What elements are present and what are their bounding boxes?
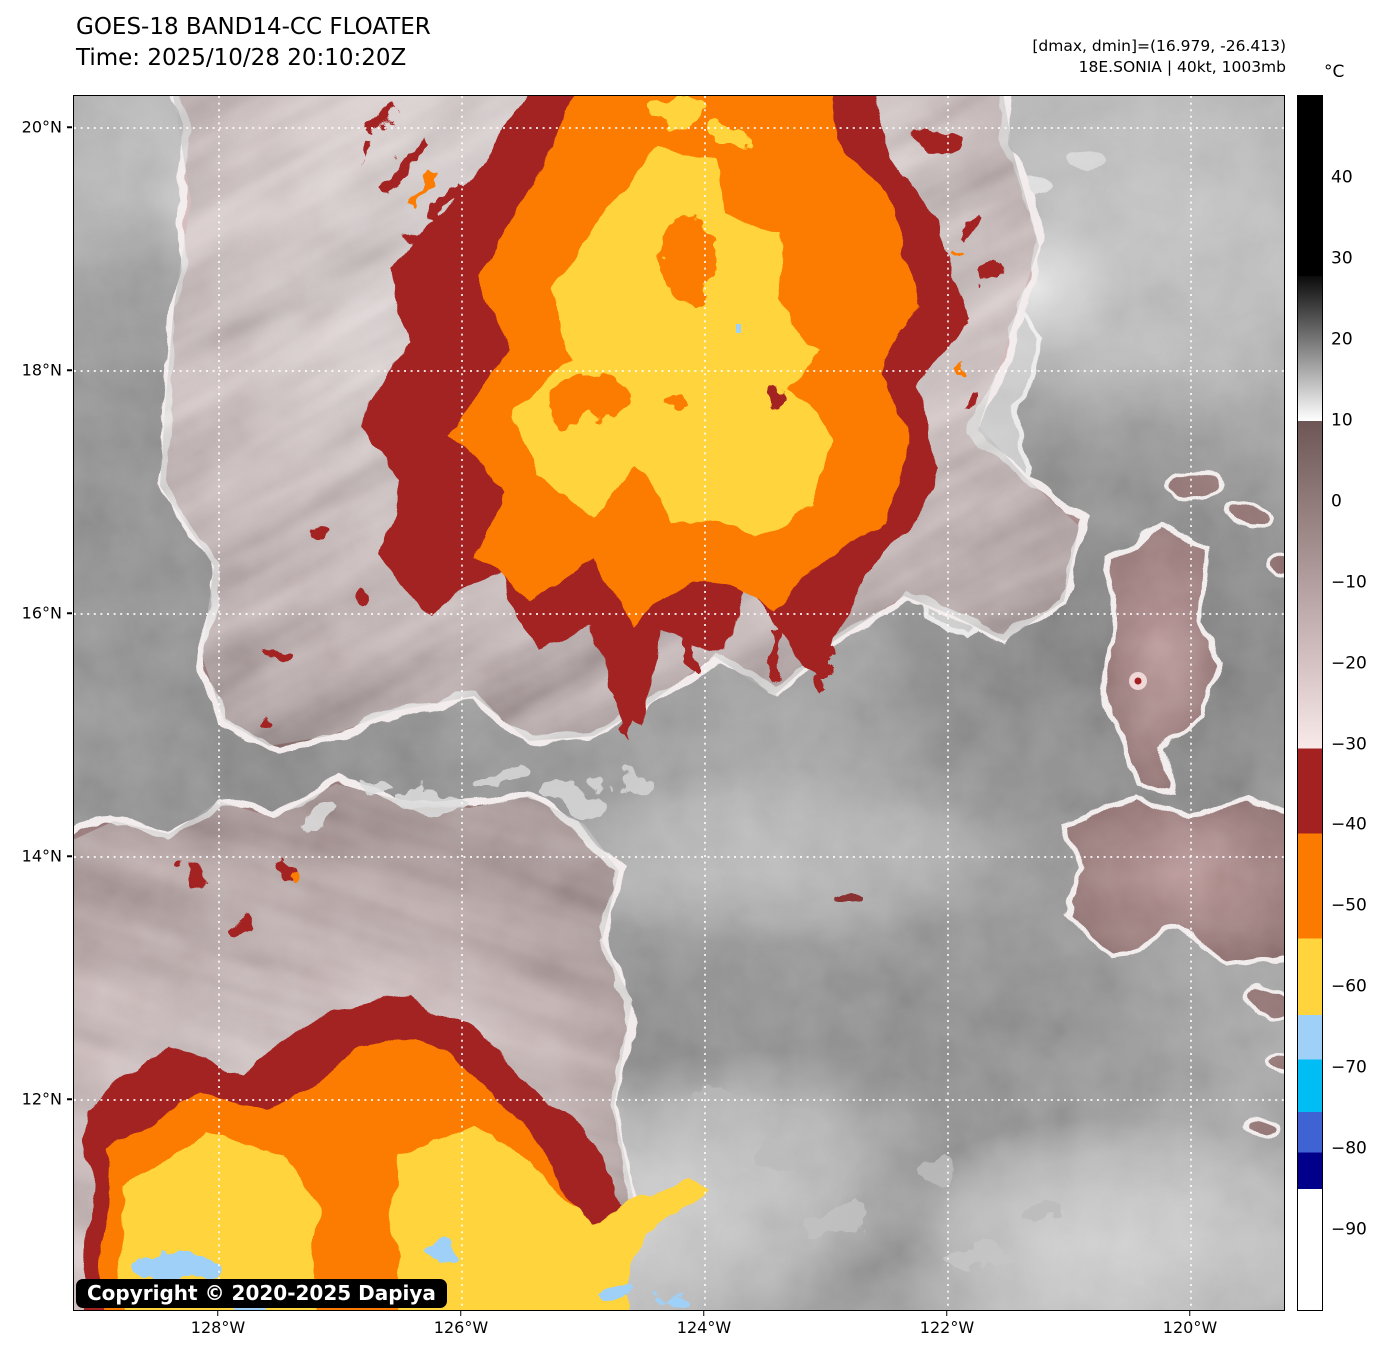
y-tick-mark bbox=[67, 612, 72, 614]
southwest-core bbox=[84, 988, 710, 1310]
title-block: GOES-18 BAND14-CC FLOATER Time: 2025/10/2… bbox=[76, 12, 431, 74]
colorbar-tick-label: −70 bbox=[1331, 1057, 1367, 1078]
colorbar-tick-label: −10 bbox=[1331, 572, 1367, 593]
east-patch-cold-dot bbox=[1129, 672, 1147, 690]
colorbar-unit-label: °C bbox=[1324, 62, 1345, 82]
colorbar-tick-label: −90 bbox=[1331, 1219, 1367, 1240]
colorbar-tick-label: −80 bbox=[1331, 1138, 1367, 1159]
colorbar-tick-label: −40 bbox=[1331, 815, 1367, 836]
colorbar-tick-label: −30 bbox=[1331, 734, 1367, 755]
colorbar-tick-labels: 40 30 20 10 0 −10 −20 −30 −40 −50 −60 −70 −80 −90 bbox=[1331, 95, 1387, 1311]
longitude-axis: 128°W 126°W 124°W 122°W 120°W bbox=[73, 1311, 1285, 1344]
y-tick-mark bbox=[67, 369, 72, 371]
y-tick-label: 18°N bbox=[21, 360, 62, 380]
satellite-map: Copyright © 2020-2025 Dapiya bbox=[73, 95, 1285, 1311]
timestamp: Time: 2025/10/28 20:10:20Z bbox=[76, 45, 407, 71]
dmax-dmin-readout: [dmax, dmin]=(16.979, -26.413) bbox=[1032, 37, 1286, 55]
temperature-colorbar bbox=[1297, 95, 1323, 1311]
x-tick-label: 122°W bbox=[919, 1318, 975, 1337]
satellite-image bbox=[74, 96, 1284, 1310]
latitude-axis: 20°N 18°N 16°N 14°N 12°N bbox=[0, 95, 72, 1311]
colorbar-tick-label: 40 bbox=[1331, 167, 1353, 188]
colorbar-tick-label: 30 bbox=[1331, 248, 1353, 269]
y-tick-mark bbox=[67, 1098, 72, 1100]
y-tick-label: 16°N bbox=[21, 603, 62, 623]
copyright-badge: Copyright © 2020-2025 Dapiya bbox=[76, 1279, 447, 1308]
x-tick-mark bbox=[1189, 1311, 1191, 1316]
storm-core-yellow bbox=[516, 102, 829, 538]
x-tick-mark bbox=[460, 1311, 462, 1316]
cumulus-speckles bbox=[302, 769, 1056, 1266]
y-tick-mark bbox=[67, 126, 72, 128]
x-tick-label: 126°W bbox=[433, 1318, 489, 1337]
colorbar-tick-label: 0 bbox=[1331, 491, 1342, 512]
x-tick-label: 128°W bbox=[190, 1318, 246, 1337]
y-tick-mark bbox=[67, 855, 72, 857]
y-tick-label: 20°N bbox=[21, 117, 62, 137]
x-tick-mark bbox=[217, 1311, 219, 1316]
annotation-block: [dmax, dmin]=(16.979, -26.413) 18E.SONIA … bbox=[1032, 36, 1286, 78]
colorbar-tick-label: −20 bbox=[1331, 653, 1367, 674]
colorbar-tick-label: 10 bbox=[1331, 410, 1353, 431]
page-title: GOES-18 BAND14-CC FLOATER bbox=[76, 14, 431, 40]
x-tick-mark bbox=[946, 1311, 948, 1316]
storm-info: 18E.SONIA | 40kt, 1003mb bbox=[1078, 58, 1286, 76]
colorbar-tick-label: 20 bbox=[1331, 329, 1353, 350]
x-tick-label: 124°W bbox=[676, 1318, 732, 1337]
x-tick-label: 120°W bbox=[1162, 1318, 1218, 1337]
y-tick-label: 12°N bbox=[21, 1089, 62, 1109]
southwest-yellow-core-east bbox=[392, 1124, 710, 1310]
colorbar-tick-label: −50 bbox=[1331, 895, 1367, 916]
x-tick-mark bbox=[703, 1311, 705, 1316]
overshooting-top-blue-dot bbox=[736, 324, 741, 333]
colorbar-tick-label: −60 bbox=[1331, 976, 1367, 997]
y-tick-label: 14°N bbox=[21, 846, 62, 866]
latlon-gridlines bbox=[74, 96, 1284, 1310]
